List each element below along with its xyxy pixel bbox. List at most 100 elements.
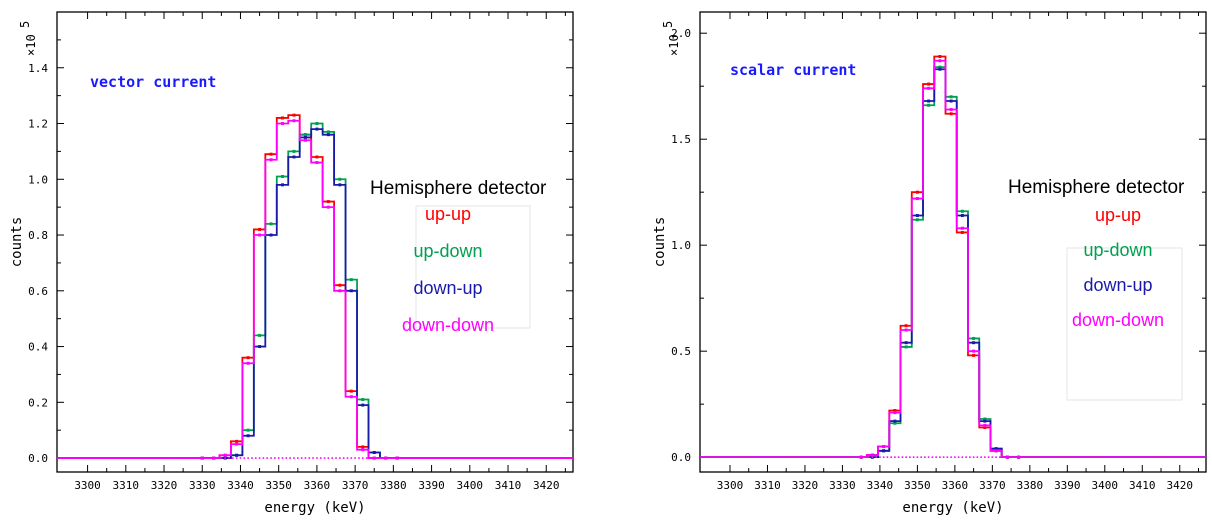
baseline-marker xyxy=(243,457,246,459)
data-point xyxy=(326,130,330,134)
baseline-marker xyxy=(369,457,372,459)
baseline-marker xyxy=(1062,456,1065,458)
baseline-marker xyxy=(308,457,311,459)
y-multiplier-base: ×10 xyxy=(667,34,681,56)
x-tick-label: 3380 xyxy=(1017,479,1044,492)
data-point xyxy=(361,398,365,402)
x-tick-label: 3410 xyxy=(1129,479,1156,492)
baseline-marker xyxy=(1118,456,1121,458)
baseline-marker xyxy=(1137,456,1140,458)
baseline-marker xyxy=(954,456,956,458)
baseline-marker xyxy=(170,457,173,459)
baseline-marker xyxy=(235,457,238,459)
data-point xyxy=(303,135,307,139)
baseline-marker xyxy=(304,457,307,459)
baseline-marker xyxy=(736,456,739,458)
baseline-marker xyxy=(841,456,844,458)
baseline-marker xyxy=(1006,456,1009,458)
baseline-marker xyxy=(136,457,139,459)
data-point xyxy=(994,449,998,453)
baseline-marker xyxy=(335,457,337,459)
baseline-marker xyxy=(867,456,870,458)
baseline-marker xyxy=(117,457,119,459)
data-point xyxy=(269,233,273,237)
data-point xyxy=(983,425,987,429)
data-point xyxy=(972,349,976,353)
y-tick-label: 0.5 xyxy=(671,345,691,358)
y-tick-label: 0.8 xyxy=(28,229,48,242)
data-point xyxy=(338,183,342,187)
baseline-marker xyxy=(849,456,851,458)
baseline-marker xyxy=(1070,456,1072,458)
baseline-marker xyxy=(774,456,776,458)
baseline-marker xyxy=(564,457,567,459)
baseline-marker xyxy=(258,457,261,459)
baseline-marker xyxy=(476,457,479,459)
y-multiplier: ×10 5 xyxy=(661,21,681,56)
x-tick-label: 3320 xyxy=(151,479,178,492)
baseline-marker xyxy=(777,456,780,458)
data-point xyxy=(960,230,964,234)
baseline-marker xyxy=(1047,456,1050,458)
data-point xyxy=(938,65,942,69)
data-point xyxy=(349,278,353,282)
series-line-down-down xyxy=(700,59,1206,459)
baseline-marker xyxy=(912,456,915,458)
baseline-marker xyxy=(507,457,509,459)
baseline-marker xyxy=(262,457,265,459)
baseline-marker xyxy=(939,456,941,458)
x-tick-label: 3340 xyxy=(867,479,894,492)
baseline-marker xyxy=(969,456,971,458)
data-point xyxy=(326,205,330,209)
y-tick-label: 1.2 xyxy=(28,118,48,131)
baseline-marker xyxy=(789,456,791,458)
baseline-marker xyxy=(1029,456,1031,458)
baseline-marker xyxy=(300,457,303,459)
series-down-down xyxy=(57,119,573,460)
baseline-marker xyxy=(339,457,341,459)
baseline-marker xyxy=(144,457,146,459)
x-axis-label: energy (keV) xyxy=(902,500,1003,516)
baseline-marker xyxy=(1156,456,1159,458)
baseline-marker xyxy=(894,456,896,458)
baseline-marker xyxy=(714,456,716,458)
x-tick-label: 3310 xyxy=(113,479,140,492)
x-tick-label: 3360 xyxy=(304,479,331,492)
x-tick-label: 3370 xyxy=(979,479,1006,492)
baseline-marker xyxy=(755,456,758,458)
baseline-marker xyxy=(358,457,360,459)
baseline-marker xyxy=(1077,456,1080,458)
baseline-marker xyxy=(499,457,502,459)
data-point xyxy=(338,283,342,287)
baseline-marker xyxy=(1122,456,1125,458)
baseline-marker xyxy=(721,456,724,458)
baseline-marker xyxy=(281,457,284,459)
baseline-marker xyxy=(297,457,299,459)
baseline-marker xyxy=(1096,456,1099,458)
baseline-marker xyxy=(740,456,743,458)
baseline-marker xyxy=(293,457,295,459)
y-multiplier-exponent: 5 xyxy=(661,21,675,28)
baseline-marker xyxy=(837,456,840,458)
legend-title: Hemisphere detector xyxy=(370,178,547,199)
baseline-marker xyxy=(1186,456,1189,458)
baseline-marker xyxy=(1141,456,1144,458)
baseline-marker xyxy=(411,457,414,459)
baseline-marker xyxy=(1074,456,1076,458)
data-point xyxy=(349,389,353,393)
baseline-marker xyxy=(167,457,169,459)
baseline-marker xyxy=(804,456,806,458)
series-up-down xyxy=(57,122,573,460)
baseline-marker xyxy=(1017,456,1020,458)
baseline-marker xyxy=(1081,456,1084,458)
x-tick-label: 3340 xyxy=(227,479,254,492)
baseline-marker xyxy=(407,457,410,459)
baseline-marker xyxy=(404,457,406,459)
data-point xyxy=(938,55,942,59)
legend-entry-up-up: up-up xyxy=(1095,205,1141,225)
baseline-marker xyxy=(905,456,907,458)
x-tick-label: 3330 xyxy=(829,479,856,492)
baseline-marker xyxy=(1100,456,1102,458)
baseline-marker xyxy=(109,457,112,459)
baseline-marker xyxy=(514,457,517,459)
